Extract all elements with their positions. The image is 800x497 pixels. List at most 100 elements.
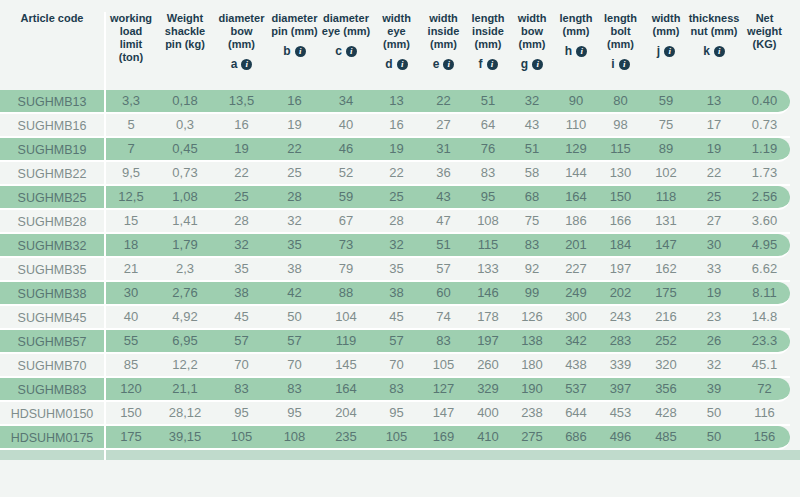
value-cell-width-inside: 57: [421, 257, 466, 281]
info-icon[interactable]: i: [619, 59, 630, 70]
value-cell-diameter-pin: 16: [269, 89, 320, 113]
value-cell-weight-shackle-pin: 6,95: [156, 329, 214, 353]
value-cell-net-weight: 0.73: [739, 113, 790, 137]
value-cell-working-load-limit: 15: [106, 209, 156, 233]
info-icon[interactable]: i: [346, 46, 357, 57]
value-cell-net-weight: 3.60: [739, 209, 790, 233]
info-icon[interactable]: i: [576, 46, 587, 57]
value-cell-width-eye: 95: [372, 401, 421, 425]
value-cell-length-bolt: 397: [598, 377, 643, 401]
column-header-diameter-eye: diameter eye (mm) ci: [320, 12, 372, 90]
article-code-cell: SUGHMB19: [0, 138, 106, 160]
info-icon[interactable]: i: [443, 59, 454, 70]
value-cell-net-weight: 156: [739, 425, 790, 449]
value-cell-diameter-eye: 34: [320, 89, 372, 113]
value-cell-diameter-pin: 42: [269, 281, 320, 305]
value-cell-width-bow: 126: [510, 305, 554, 329]
column-header-net-weight: Net weight (KG): [739, 12, 790, 90]
value-cell-diameter-eye: 40: [320, 113, 372, 137]
value-cell-length-bolt: 202: [598, 281, 643, 305]
value-cell-net-weight: 4.95: [739, 233, 790, 257]
column-letter-a: ai: [231, 58, 253, 71]
value-cell-width: 131: [643, 209, 689, 233]
column-label: width eye (mm): [382, 12, 411, 51]
value-cell-width-inside: 105: [421, 353, 466, 377]
value-cell-working-load-limit: 40: [106, 305, 156, 329]
value-cell-width: 75: [643, 113, 689, 137]
column-letter-g: gi: [521, 58, 543, 71]
table-body: SUGHMB133,30,1813,5163413225132908059130…: [0, 90, 800, 450]
value-cell-diameter-pin: 50: [269, 305, 320, 329]
column-label: Weight shackle pin (kg): [165, 12, 205, 51]
value-cell-length: 186: [554, 209, 598, 233]
value-cell-width-bow: 32: [510, 89, 554, 113]
article-code-cell: SUGHMB38: [0, 282, 106, 304]
value-cell-diameter-bow: 22: [214, 161, 269, 185]
info-icon[interactable]: i: [295, 46, 306, 57]
column-letter-i: ii: [611, 58, 629, 71]
article-code-cell: SUGHMB28: [0, 210, 106, 232]
info-icon[interactable]: i: [714, 46, 725, 57]
value-cell-length-inside: 197: [466, 329, 510, 353]
value-cell-width-inside: 47: [421, 209, 466, 233]
value-cell-diameter-eye: 46: [320, 137, 372, 161]
value-cell-width-inside: 36: [421, 161, 466, 185]
value-cell-width: 102: [643, 161, 689, 185]
column-label: Article code: [21, 12, 84, 25]
value-cell-length: 129: [554, 137, 598, 161]
dimension-letter: c: [335, 45, 342, 58]
value-cell-width: 356: [643, 377, 689, 401]
value-cell-length-inside: 146: [466, 281, 510, 305]
info-icon[interactable]: i: [532, 59, 543, 70]
value-cell-length: 227: [554, 257, 598, 281]
value-cell-diameter-bow: 57: [214, 329, 269, 353]
column-label: diameter eye (mm): [322, 12, 370, 38]
value-cell-diameter-eye: 164: [320, 377, 372, 401]
table-row: HDSUHM015015028,129595204951474002386444…: [0, 402, 790, 426]
dimension-letter: i: [611, 58, 614, 71]
value-cell-width-eye: 105: [372, 425, 421, 449]
value-cell-length: 110: [554, 113, 598, 137]
table-row: SUGHMB708512,270701457010526018043833932…: [0, 354, 790, 378]
column-label: width (mm): [652, 12, 681, 38]
value-cell-length: 438: [554, 353, 598, 377]
value-cell-weight-shackle-pin: 1,79: [156, 233, 214, 257]
value-cell-length-inside: 95: [466, 185, 510, 209]
value-cell-length-bolt: 115: [598, 137, 643, 161]
value-cell-thickness-nut: 50: [689, 425, 739, 449]
value-cell-length: 249: [554, 281, 598, 305]
value-cell-length: 342: [554, 329, 598, 353]
value-cell-length-bolt: 496: [598, 425, 643, 449]
dimension-letter: f: [479, 58, 483, 71]
dimension-letter: e: [433, 58, 440, 71]
column-label: width inside (mm): [428, 12, 460, 51]
value-cell-thickness-nut: 19: [689, 281, 739, 305]
article-code-cell: SUGHMB25: [0, 186, 106, 208]
value-cell-working-load-limit: 7: [106, 137, 156, 161]
column-header-working-load-limit: working load limit (ton): [106, 12, 156, 90]
value-cell-weight-shackle-pin: 39,15: [156, 425, 214, 449]
value-cell-working-load-limit: 85: [106, 353, 156, 377]
column-header-article-code: Article code: [0, 12, 106, 90]
info-icon[interactable]: i: [397, 59, 408, 70]
value-cell-diameter-eye: 88: [320, 281, 372, 305]
value-cell-width: 118: [643, 185, 689, 209]
value-cell-length-inside: 108: [466, 209, 510, 233]
value-cell-diameter-bow: 25: [214, 185, 269, 209]
value-cell-width-eye: 13: [372, 89, 421, 113]
column-header-width-inside: width inside (mm) ei: [421, 12, 466, 90]
value-cell-width-inside: 27: [421, 113, 466, 137]
info-icon[interactable]: i: [487, 59, 498, 70]
table-row: SUGHMB133,30,1813,5163413225132908059130…: [0, 90, 790, 114]
value-cell-width-inside: 31: [421, 137, 466, 161]
value-cell-width-eye: 19: [372, 137, 421, 161]
value-cell-length: 144: [554, 161, 598, 185]
info-icon[interactable]: i: [241, 59, 252, 70]
value-cell-length-inside: 115: [466, 233, 510, 257]
value-cell-length: 201: [554, 233, 598, 257]
value-cell-thickness-nut: 26: [689, 329, 739, 353]
info-icon[interactable]: i: [664, 46, 675, 57]
value-cell-width-eye: 70: [372, 353, 421, 377]
value-cell-net-weight: 45.1: [739, 353, 790, 377]
value-cell-diameter-pin: 25: [269, 161, 320, 185]
